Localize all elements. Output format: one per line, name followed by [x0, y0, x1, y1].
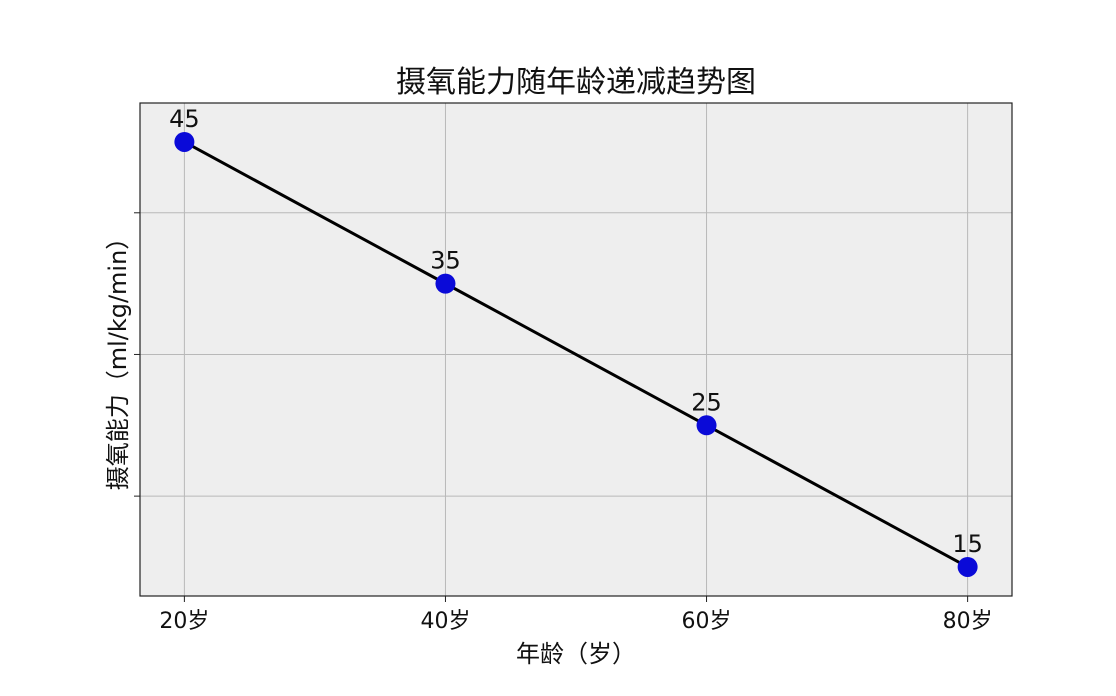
data-label: 25 [691, 388, 722, 416]
data-label: 15 [952, 530, 983, 558]
ticks: 20岁 40岁 60岁 80岁 [134, 212, 993, 634]
data-point [696, 415, 717, 436]
plot-frame [139, 102, 1013, 597]
x-tick-label: 20岁 [159, 609, 209, 634]
chart-title: 摄氧能力随年龄递减趋势图 [396, 65, 756, 100]
x-tick-label: 40岁 [420, 609, 470, 634]
data-label: 45 [169, 105, 200, 133]
data-label: 35 [430, 247, 461, 275]
x-tick-label: 60岁 [682, 609, 732, 634]
plot-area [140, 103, 1012, 596]
data-points: 45 35 25 15 [169, 105, 983, 577]
y-axis-label: 摄氧能力（ml/kg/min） [104, 226, 132, 491]
data-point [957, 556, 978, 577]
x-axis-label: 年龄（岁） [516, 640, 636, 668]
x-tick-label: 80岁 [943, 609, 993, 634]
series-line [183, 140, 969, 569]
data-point [174, 131, 195, 152]
data-point [435, 273, 456, 294]
